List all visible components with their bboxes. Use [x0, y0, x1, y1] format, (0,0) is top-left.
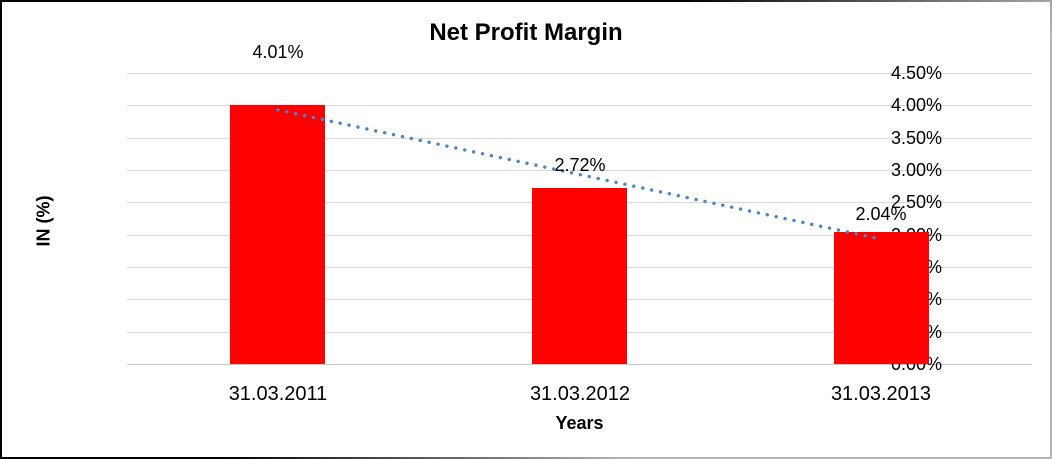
y-tick-label: 3.00%	[890, 160, 942, 180]
bar-31.03.2012[interactable]	[532, 188, 627, 364]
data-label: 2.04%	[855, 204, 907, 224]
x-axis-title: Years	[555, 413, 604, 433]
data-label: 2.72%	[554, 155, 606, 175]
x-tick-label: 31.03.2012	[529, 383, 631, 405]
y-axis-title: IN (%)	[33, 195, 54, 247]
y-tick-label: 4.00%	[890, 95, 942, 115]
data-label: 4.01%	[252, 42, 304, 62]
chart-title: Net Profit Margin	[429, 19, 623, 46]
gridline	[127, 73, 1032, 74]
x-axis-line	[127, 364, 1032, 365]
y-tick-label: 4.50%	[890, 63, 942, 83]
gridline	[127, 105, 1032, 106]
bar-31.03.2011[interactable]	[230, 105, 325, 364]
x-tick-label: 31.03.2011	[228, 383, 328, 405]
x-tick-label: 31.03.2013	[830, 383, 932, 405]
y-tick-label: 2.50%	[890, 192, 942, 212]
bar-31.03.2013[interactable]	[834, 232, 929, 364]
y-tick-label: 3.50%	[890, 128, 942, 148]
